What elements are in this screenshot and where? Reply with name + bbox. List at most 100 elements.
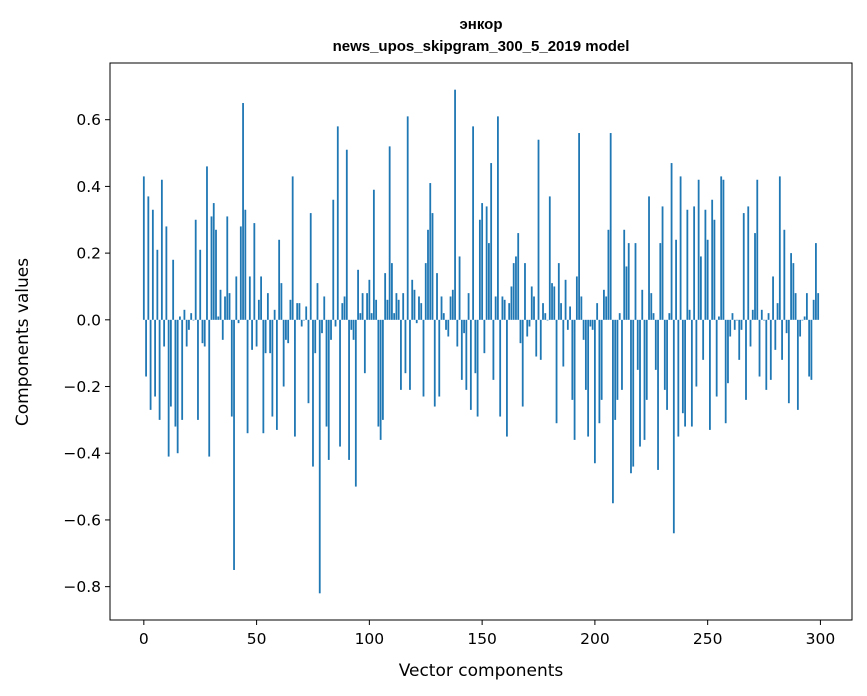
bar bbox=[582, 319, 585, 340]
bar bbox=[627, 243, 630, 320]
bar bbox=[239, 226, 242, 320]
bar bbox=[183, 309, 186, 320]
y-tick-label: 0.4 bbox=[76, 178, 101, 196]
bar bbox=[305, 306, 308, 320]
bar bbox=[251, 319, 253, 350]
bar bbox=[616, 319, 619, 400]
bar bbox=[217, 316, 220, 320]
bar bbox=[402, 293, 405, 320]
bar bbox=[248, 276, 251, 320]
bar bbox=[562, 319, 565, 367]
bar bbox=[490, 163, 493, 320]
bar bbox=[796, 319, 799, 410]
bar bbox=[384, 273, 387, 320]
bar bbox=[733, 319, 736, 330]
bar bbox=[767, 313, 770, 320]
bar bbox=[303, 319, 305, 321]
bar bbox=[593, 319, 596, 464]
bar bbox=[790, 253, 792, 320]
bar bbox=[566, 319, 569, 330]
bar bbox=[469, 319, 472, 410]
bar bbox=[451, 289, 454, 320]
bar bbox=[645, 319, 648, 400]
bar-series bbox=[142, 89, 820, 594]
bar bbox=[808, 319, 811, 377]
bar bbox=[294, 319, 296, 437]
bar bbox=[224, 296, 226, 320]
bar bbox=[537, 139, 540, 320]
bar bbox=[391, 263, 393, 320]
bar bbox=[237, 319, 240, 324]
bar bbox=[190, 313, 193, 320]
y-tick-label: −0.2 bbox=[63, 378, 101, 396]
bar bbox=[501, 296, 504, 320]
bar bbox=[233, 319, 235, 570]
bar bbox=[427, 229, 429, 320]
y-axis-label: Components values bbox=[13, 258, 33, 426]
bar bbox=[684, 319, 686, 427]
x-axis-ticks: 0 50 100 150 200 250 300 bbox=[139, 620, 835, 648]
bar bbox=[670, 163, 673, 320]
x-axis-label: Vector components bbox=[399, 661, 564, 681]
bar bbox=[756, 179, 759, 320]
bar bbox=[512, 263, 515, 320]
bar bbox=[228, 293, 231, 320]
bar bbox=[472, 126, 474, 320]
bar bbox=[327, 319, 330, 460]
bar bbox=[794, 293, 797, 320]
bar bbox=[589, 319, 592, 327]
bar bbox=[260, 276, 262, 320]
bar bbox=[208, 319, 211, 457]
bar bbox=[454, 89, 456, 320]
bar bbox=[539, 319, 542, 360]
y-tick-label: −0.8 bbox=[63, 578, 101, 596]
bar bbox=[632, 319, 635, 467]
bar bbox=[781, 319, 783, 360]
bar bbox=[760, 309, 763, 320]
bar bbox=[688, 309, 691, 320]
bar bbox=[668, 313, 671, 320]
bar bbox=[273, 309, 276, 320]
bar bbox=[614, 319, 617, 420]
bar bbox=[598, 319, 601, 424]
bar bbox=[652, 313, 655, 320]
bar bbox=[167, 319, 170, 457]
bar bbox=[654, 319, 657, 370]
bar bbox=[560, 303, 562, 320]
bar bbox=[506, 319, 508, 437]
bar bbox=[266, 293, 269, 320]
bar bbox=[438, 319, 441, 397]
bar bbox=[230, 319, 233, 417]
bar bbox=[197, 319, 199, 420]
bar bbox=[612, 319, 614, 504]
bar bbox=[571, 319, 574, 400]
bar bbox=[805, 293, 808, 320]
bar bbox=[693, 206, 696, 320]
bar bbox=[533, 296, 535, 320]
bar bbox=[458, 256, 461, 320]
bar bbox=[323, 296, 326, 320]
bar bbox=[397, 299, 400, 320]
bar bbox=[296, 303, 299, 320]
bar bbox=[203, 319, 206, 347]
bar bbox=[648, 196, 650, 320]
bar bbox=[368, 279, 371, 320]
bar bbox=[521, 319, 524, 407]
bar bbox=[815, 243, 817, 320]
bar bbox=[801, 319, 804, 321]
bar bbox=[278, 239, 281, 320]
bar bbox=[605, 296, 608, 320]
bar bbox=[154, 319, 156, 397]
bar bbox=[812, 299, 815, 320]
bar bbox=[481, 203, 484, 320]
bar bbox=[681, 319, 684, 414]
bar bbox=[718, 316, 720, 320]
bar bbox=[603, 289, 605, 320]
bar bbox=[431, 213, 434, 320]
bar bbox=[578, 133, 580, 320]
bar bbox=[289, 299, 292, 320]
bar bbox=[715, 319, 718, 397]
bar bbox=[587, 319, 590, 437]
bar bbox=[519, 319, 522, 344]
